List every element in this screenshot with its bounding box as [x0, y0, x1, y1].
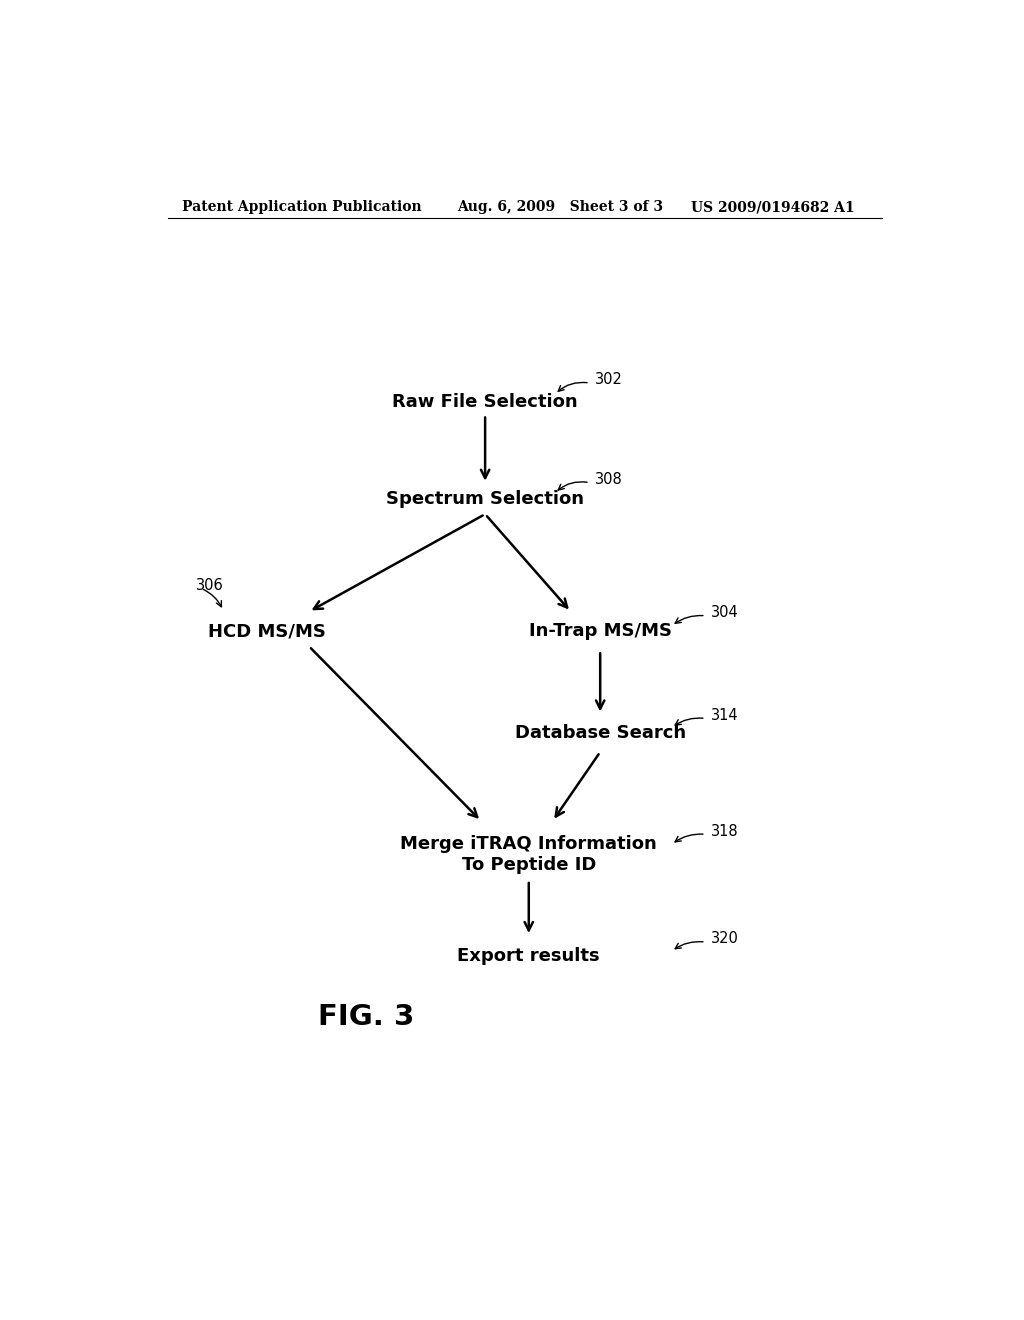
Text: Raw File Selection: Raw File Selection	[392, 393, 578, 412]
Text: Merge iTRAQ Information
To Peptide ID: Merge iTRAQ Information To Peptide ID	[400, 836, 657, 874]
Text: 308: 308	[595, 473, 623, 487]
Text: HCD MS/MS: HCD MS/MS	[208, 622, 326, 640]
Text: 306: 306	[196, 578, 223, 593]
Text: US 2009/0194682 A1: US 2009/0194682 A1	[691, 201, 855, 214]
Text: FIG. 3: FIG. 3	[317, 1003, 415, 1031]
Text: Database Search: Database Search	[515, 723, 686, 742]
Text: 302: 302	[595, 372, 623, 388]
Text: Aug. 6, 2009   Sheet 3 of 3: Aug. 6, 2009 Sheet 3 of 3	[458, 201, 664, 214]
Text: Spectrum Selection: Spectrum Selection	[386, 490, 584, 508]
Text: Patent Application Publication: Patent Application Publication	[182, 201, 422, 214]
Text: 318: 318	[712, 824, 739, 838]
Text: 304: 304	[712, 606, 739, 620]
Text: 314: 314	[712, 708, 739, 723]
Text: In-Trap MS/MS: In-Trap MS/MS	[528, 622, 672, 640]
Text: 320: 320	[712, 932, 739, 946]
Text: Export results: Export results	[458, 948, 600, 965]
